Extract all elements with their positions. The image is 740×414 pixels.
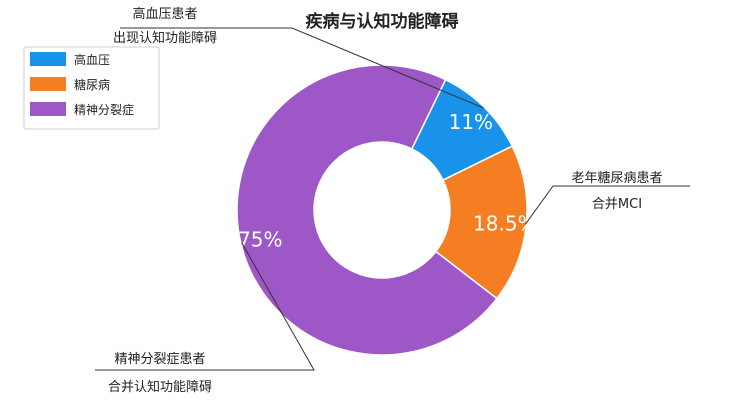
legend-swatch-schizophrenia <box>30 102 66 116</box>
legend-label-schizophrenia: 精神分裂症 <box>74 102 134 117</box>
annotation-leader-diabetes <box>524 185 690 225</box>
slice-label-diabetes: 18.5% <box>473 211 537 235</box>
legend-swatch-hypertension <box>30 52 66 66</box>
chart-title: 疾病与认知功能障碍 <box>306 11 459 32</box>
annotation-text-hypertension-2: 出现认知功能障碍 <box>113 30 217 46</box>
annotation-leader-schizophrenia <box>95 242 315 371</box>
annotation-leader-hypertension <box>120 27 484 109</box>
chart-slices <box>236 64 528 356</box>
slice-diabetes <box>434 145 528 300</box>
slice-label-hypertension: 11% <box>449 110 493 134</box>
slice-label-schizophrenia: 75% <box>238 228 282 252</box>
slice-schizophrenia <box>236 64 498 356</box>
slice-value-labels: 11% 18.5% 75% <box>238 110 537 252</box>
legend-swatch-diabetes <box>30 77 66 91</box>
legend-label-diabetes: 糖尿病 <box>74 77 110 92</box>
annotation-text-hypertension-1: 高血压患者 <box>132 6 197 22</box>
annotation-text-diabetes-2: 合并MCI <box>592 197 642 212</box>
annotation-text-diabetes-1: 老年糖尿病患者 <box>571 170 662 186</box>
annotation-text-schizophrenia-2: 合并认知功能障碍 <box>108 379 212 395</box>
annotation-text-schizophrenia-1: 精神分裂症患者 <box>114 352 205 367</box>
legend-label-hypertension: 高血压 <box>74 52 110 67</box>
